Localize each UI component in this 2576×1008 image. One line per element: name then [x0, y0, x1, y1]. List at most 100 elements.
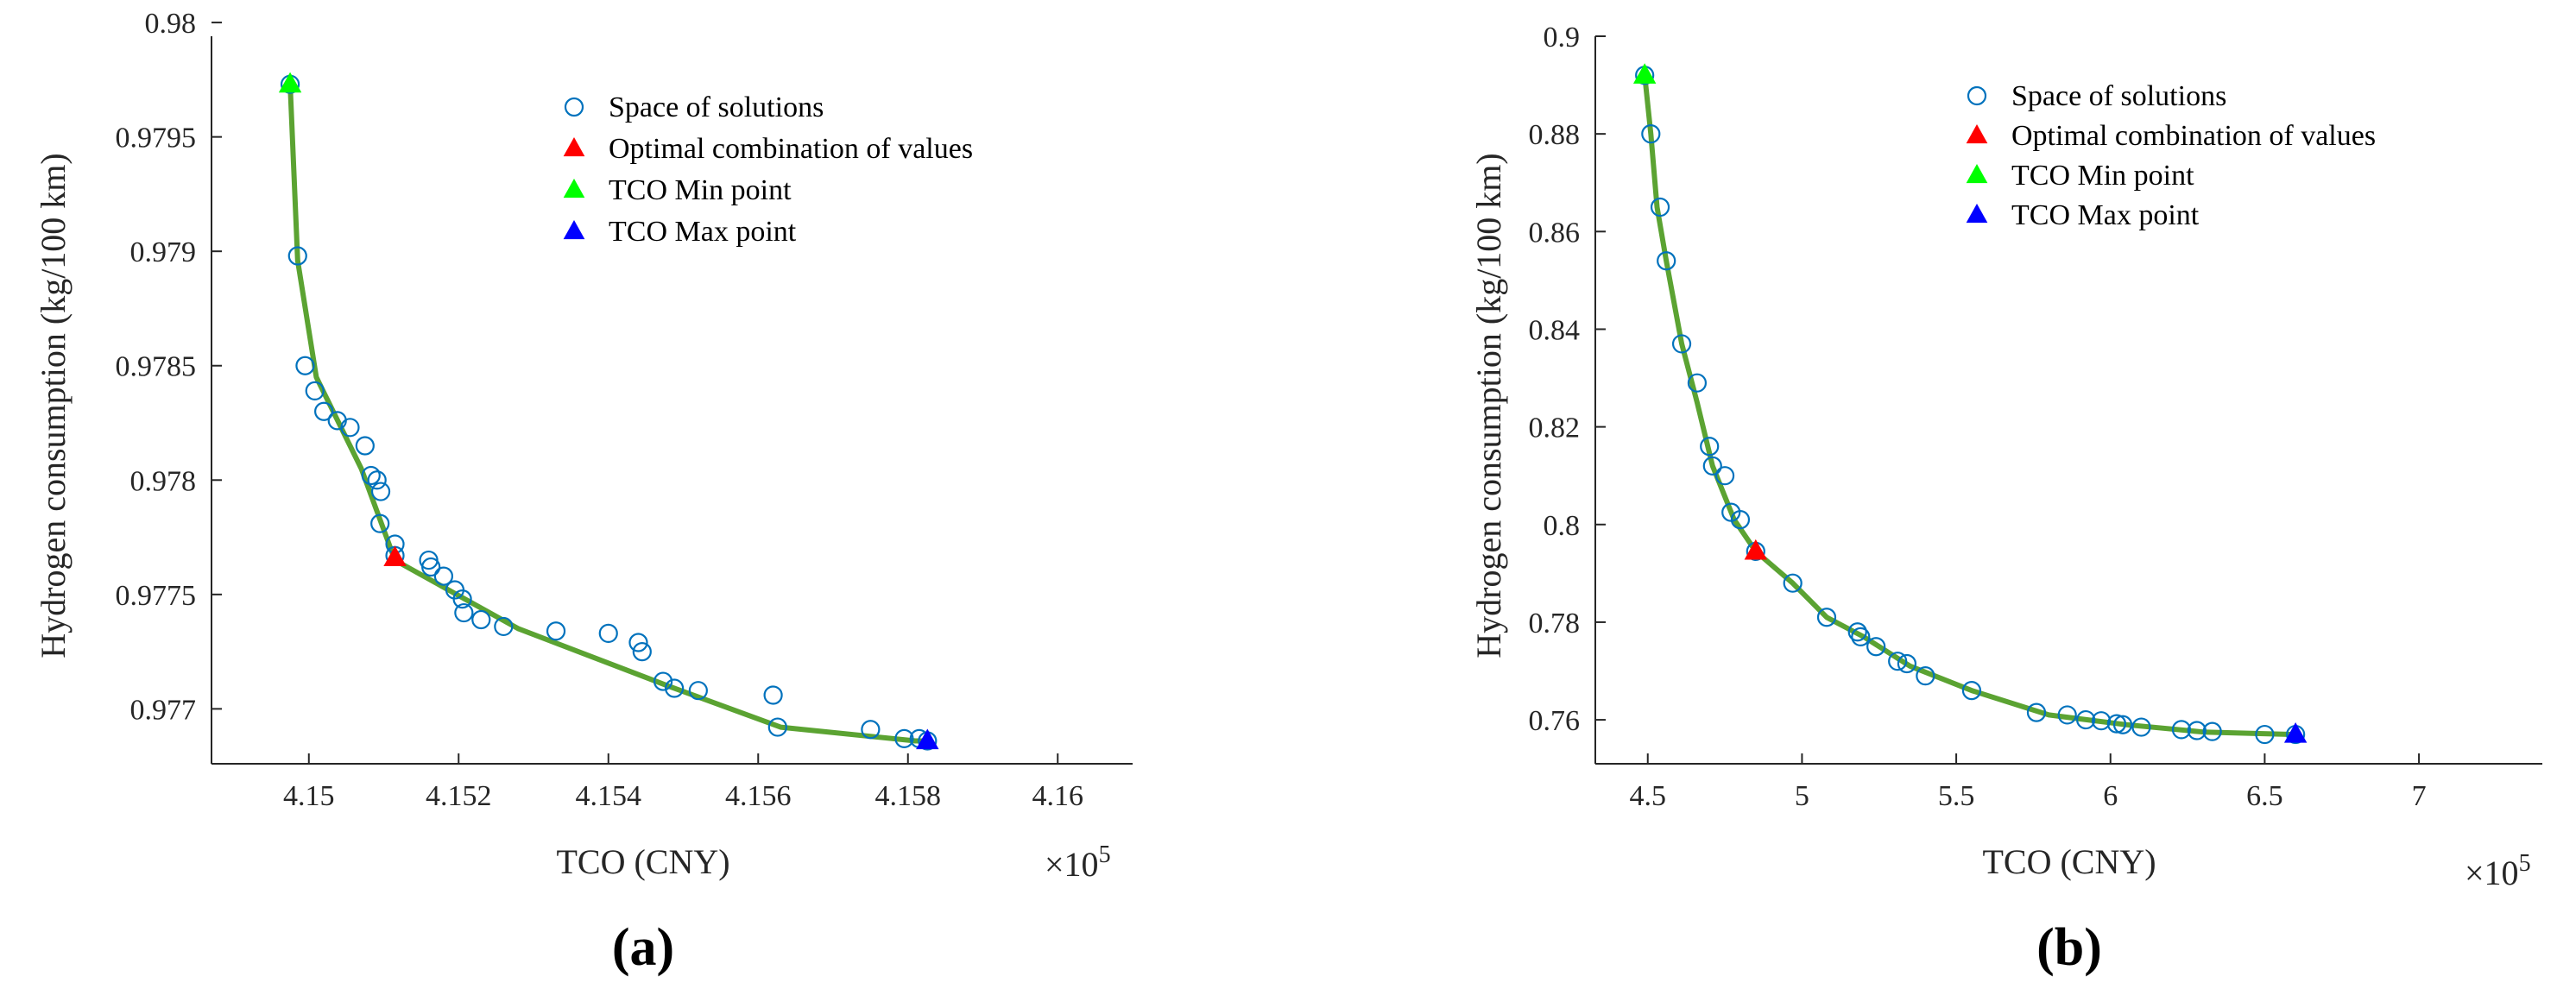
plot-b-solution-point: [1897, 653, 1917, 674]
plot-b-y-tick-label: 0.84: [1529, 314, 1581, 346]
plot-b-solution-point: [2131, 717, 2151, 737]
plot-b-solution-point: [2076, 709, 2096, 730]
plot-b-x-multiplier-base: ×10: [2465, 854, 2519, 892]
plot-b-solution-point: [2202, 721, 2222, 741]
plot-b-x-tick-label: 6.5: [2246, 780, 2283, 812]
plot-b-legend-label: Space of solutions: [2011, 80, 2226, 112]
plot-a-x-tick-label: 4.16: [1032, 780, 1084, 812]
plot-a-solution-point: [370, 482, 391, 501]
plot-b-x-multiplier: ×105: [2465, 850, 2531, 892]
plot-a-solution-point: [295, 356, 315, 375]
plot-b-y-tick-label: 0.8: [1544, 510, 1581, 542]
plot-a-solution-point: [653, 671, 673, 691]
plot-b-solution-point: [2112, 715, 2133, 734]
plot-a-legend-label: TCO Min point: [609, 174, 792, 206]
plot-b-x-tick-label: 4.5: [1629, 780, 1666, 812]
plot-a-legend-marker: [563, 137, 585, 157]
plot-a-solution-point: [287, 246, 307, 266]
plot-a-legend-label: Space of solutions: [609, 91, 824, 123]
plot-b-tco-max-point: [2283, 722, 2308, 743]
plot-a-x-tick-label: 4.158: [875, 780, 942, 812]
plot-a-y-tick-label: 0.978: [130, 465, 197, 497]
plot-b-solution-point: [1657, 251, 1676, 271]
plot-a-y-tick-label: 0.98: [145, 8, 197, 40]
plot-b-legend-marker: [1966, 204, 1988, 224]
plot-a-tco-max-point: [916, 728, 939, 750]
plot-a-solution-point: [471, 609, 491, 630]
panel-label-b: (b): [2036, 918, 2102, 977]
plot-b-solution-point: [2091, 711, 2112, 731]
plot-a-x-tick-label: 4.15: [283, 780, 335, 812]
plot-a-ylabel: Hydrogen consumption (kg/100 km): [34, 153, 73, 658]
plot-b-y-tick-label: 0.9: [1544, 22, 1581, 54]
plot-b-optimal-point: [1744, 539, 1768, 560]
plot-a-x-multiplier: ×105: [1045, 841, 1111, 884]
plot-b-x-multiplier-exponent: 5: [2519, 850, 2531, 877]
plot-b-solution-point: [1851, 627, 1871, 646]
plot-b-legend: Space of solutions Optimal combination of…: [1966, 80, 2376, 231]
plot-a-x-multiplier-base: ×10: [1045, 845, 1099, 884]
plot-b-x-tick-label: 7: [2412, 780, 2427, 812]
plot-a-y-tick-label: 0.979: [130, 236, 197, 268]
plot-b-legend-label: Optimal combination of values: [2011, 120, 2376, 152]
plot-b-solution-point: [1641, 124, 1661, 144]
plot-a-data: [278, 72, 939, 751]
plot-a-solution-point: [763, 685, 783, 705]
plot-a-tco-min-point: [278, 72, 302, 93]
plot-a-solution-point: [861, 720, 881, 740]
plot-a-solution-point: [628, 633, 648, 652]
plot-a-y-tick-label: 0.9795: [116, 123, 197, 154]
plot-a-solution-point: [894, 728, 914, 748]
plot-a-solution-point: [632, 642, 652, 662]
plot-b-legend-label: TCO Max point: [2011, 199, 2200, 231]
plot-a-solution-point: [355, 436, 375, 456]
plot-a-xlabel: TCO (CNY): [556, 842, 729, 881]
plot-a-pareto-front-line: [287, 84, 928, 744]
plot-a-solution-point: [367, 470, 387, 490]
plot-a-axes: [211, 36, 1133, 765]
plot-a-x-multiplier-exponent: 5: [1099, 841, 1111, 868]
plot-a-solution-point: [688, 681, 708, 701]
plot-b-solution-point: [1888, 652, 1908, 671]
plot-a-y-tick-label: 0.9785: [116, 351, 197, 383]
plot-a-x-tick-label: 4.156: [725, 780, 792, 812]
plot-b-data: [1632, 63, 2308, 745]
plot-a-solution-point: [767, 717, 787, 737]
plot-a-y-tick-label: 0.977: [130, 694, 197, 726]
plot-b-axes: [1594, 36, 2542, 765]
plot-a-solution-point: [665, 678, 685, 698]
plot-a-solution-point: [361, 465, 381, 486]
plot-a-legend-marker: [563, 220, 585, 240]
chart-b: 4.5 5 5.5 6 6.5 7 0.76 0.78 0.8 0.82 0.84 0.86 0.88 0…: [1469, 22, 2542, 977]
plot-a-x-tick-label: 4.152: [426, 780, 492, 812]
plot-b-tco-min-point: [1632, 63, 1657, 84]
chart-a: 4.15 4.152 4.154 4.156 4.158 4.16 0.977 0.9775 0…: [34, 8, 1133, 977]
plot-a-solution-point: [598, 623, 618, 643]
plot-b-y-tick-label: 0.88: [1529, 119, 1581, 151]
plot-a-solution-point: [494, 616, 514, 637]
plot-b-legend-marker: [1967, 85, 1987, 106]
plot-b-solution-point: [1847, 622, 1867, 642]
plot-b-solution-point: [2026, 702, 2047, 722]
plot-b-solution-point: [2057, 705, 2077, 725]
plot-b-x-tick-label: 5: [1795, 780, 1809, 812]
plot-b-ticks: 4.5 5 5.5 6 6.5 7 0.76 0.78 0.8 0.82 0.84 0.86 0.88 0…: [1529, 22, 2427, 812]
plot-b-y-tick-label: 0.76: [1529, 705, 1581, 737]
plot-b-solution-point: [2187, 721, 2207, 740]
plot-a-solution-point: [452, 589, 472, 609]
plot-b-x-tick-label: 6: [2103, 780, 2118, 812]
plot-b-xlabel: TCO (CNY): [1982, 842, 2156, 881]
plot-b-solution-point: [1961, 681, 1982, 701]
plot-a-legend-label: Optimal combination of values: [609, 133, 973, 165]
plot-a-y-tick-label: 0.9775: [116, 580, 197, 612]
plot-a-optimal-point: [383, 545, 407, 567]
plot-b-solution-point: [1714, 466, 1735, 486]
plot-b-solution-point: [1700, 437, 1720, 457]
plot-a-solution-point: [305, 381, 325, 400]
plot-a-solution-point: [370, 513, 390, 533]
plot-b-y-tick-label: 0.82: [1529, 413, 1581, 444]
plot-b-solution-point: [1816, 608, 1837, 627]
plot-a-x-tick-label: 4.154: [576, 780, 642, 812]
plot-b-legend-marker: [1966, 164, 1988, 184]
plot-b-y-tick-label: 0.78: [1529, 608, 1581, 639]
